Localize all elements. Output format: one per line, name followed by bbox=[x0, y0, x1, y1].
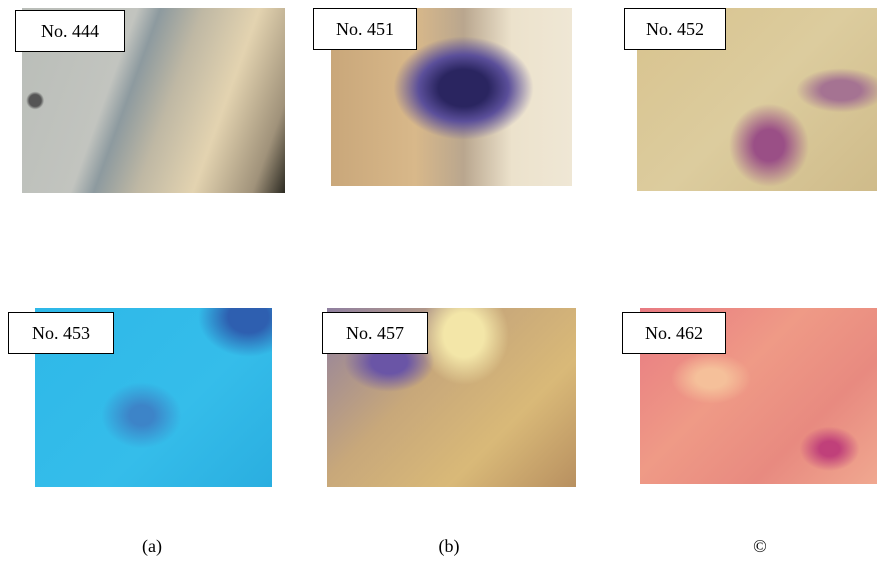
caption: (b) bbox=[439, 536, 460, 557]
panel-label: No. 452 bbox=[624, 8, 726, 50]
panel-label: No. 453 bbox=[8, 312, 114, 354]
panel-label: No. 451 bbox=[313, 8, 417, 50]
caption: (a) bbox=[142, 536, 162, 557]
panel-label: No. 462 bbox=[622, 312, 726, 354]
panel-label: No. 457 bbox=[322, 312, 428, 354]
panel-label: No. 444 bbox=[15, 10, 125, 52]
caption: © bbox=[753, 536, 767, 557]
figure: No. 444 No. 451 No. 452 No. 453 No. 457 … bbox=[0, 0, 877, 561]
